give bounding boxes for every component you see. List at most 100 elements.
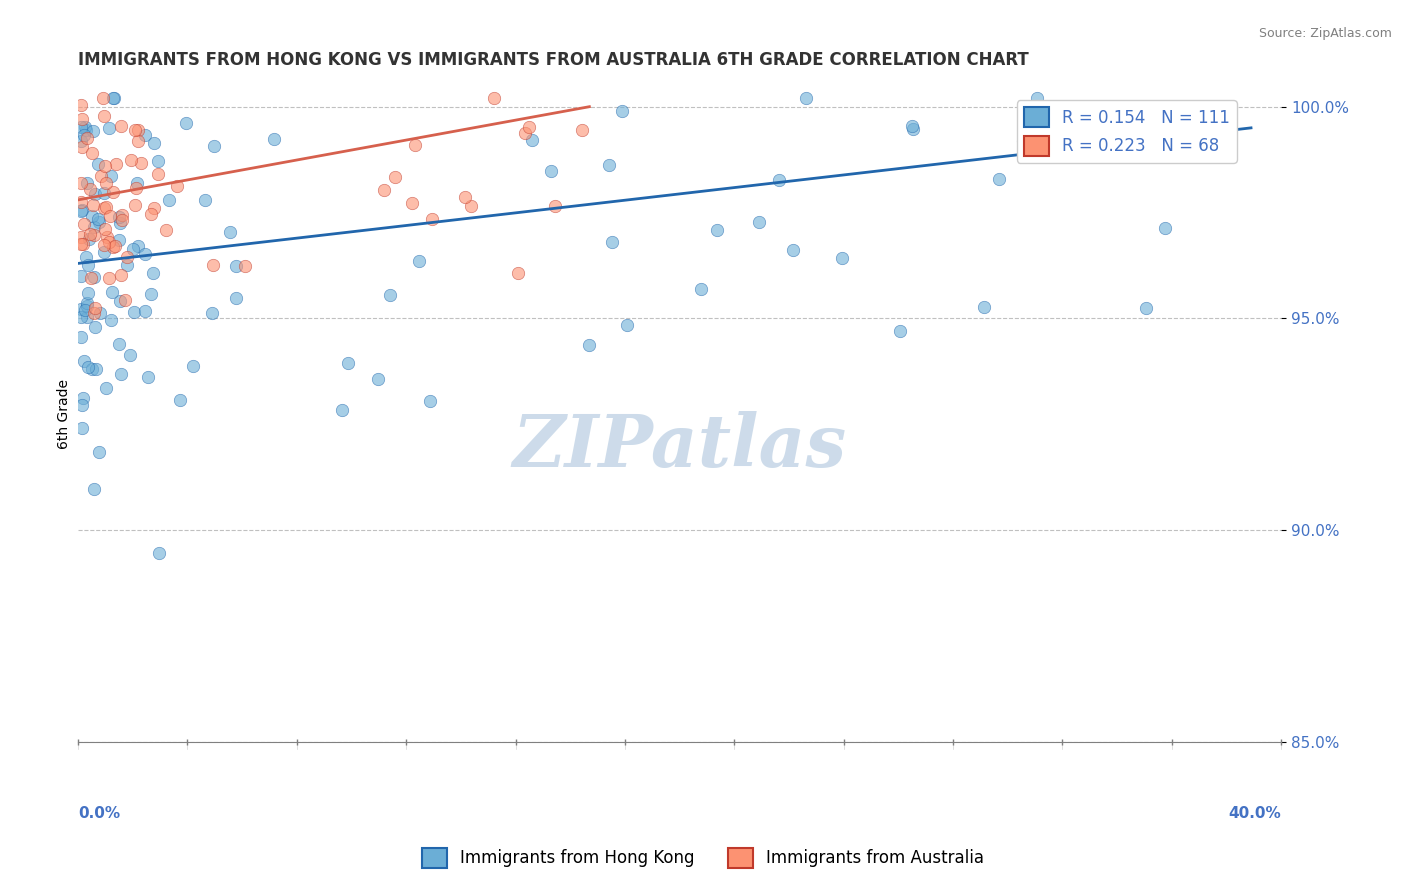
Point (148, 546, 170, 560)
Point (127, 134, 149, 148)
Point (94, 221, 117, 235)
Point (70, 98, 93, 112)
Point (93, 201, 115, 215)
Point (89, 305, 111, 319)
Point (83, 220, 105, 235)
Point (79, 182, 101, 196)
Point (94, 159, 117, 173)
Point (94, 381, 117, 395)
Point (105, 156, 128, 170)
Point (127, 238, 149, 252)
Point (70, 268, 93, 283)
Point (176, 115, 198, 129)
Point (125, 181, 148, 195)
Point (82, 198, 104, 212)
Point (103, 185, 125, 199)
Point (100, 169, 122, 184)
Point (544, 198, 567, 212)
Point (70, 194, 93, 209)
Y-axis label: 6th Grade: 6th Grade (58, 379, 72, 449)
Point (420, 211, 443, 226)
Point (83, 306, 105, 320)
Point (408, 253, 430, 268)
Point (122, 242, 145, 256)
Point (768, 172, 790, 186)
Point (202, 138, 225, 153)
Point (141, 286, 163, 301)
Point (70, 176, 93, 190)
Point (83, 186, 105, 201)
Point (134, 128, 156, 142)
Legend: Immigrants from Hong Kong, Immigrants from Australia: Immigrants from Hong Kong, Immigrants fr… (415, 841, 991, 875)
Point (115, 258, 138, 272)
Point (506, 266, 529, 280)
Point (337, 356, 360, 370)
Point (794, 91, 817, 105)
Point (98, 235, 121, 249)
Point (124, 122, 146, 136)
Point (104, 239, 127, 253)
Point (973, 300, 995, 314)
Point (517, 120, 540, 134)
Point (70, 301, 93, 316)
Point (181, 359, 204, 374)
Point (72, 236, 94, 251)
Point (75, 250, 97, 264)
Point (155, 223, 177, 237)
Point (143, 136, 166, 150)
Point (77, 285, 100, 300)
Point (76, 176, 98, 190)
Point (201, 306, 224, 320)
Point (76, 296, 98, 310)
Point (115, 250, 138, 264)
Point (690, 282, 713, 296)
Point (520, 133, 543, 147)
Point (169, 392, 191, 407)
Point (201, 258, 224, 272)
Point (578, 338, 600, 352)
Point (76, 131, 98, 145)
Point (748, 215, 770, 229)
Point (77, 232, 100, 246)
Point (332, 403, 354, 417)
Point (70, 140, 93, 154)
Point (419, 394, 441, 409)
Point (139, 207, 162, 221)
Point (82, 145, 104, 160)
Point (146, 154, 169, 169)
Point (233, 259, 256, 273)
Point (111, 208, 134, 222)
Point (90, 169, 112, 183)
Point (87, 157, 110, 171)
Point (70, 120, 93, 135)
Point (194, 193, 217, 207)
Point (225, 260, 247, 274)
Text: IMMIGRANTS FROM HONG KONG VS IMMIGRANTS FROM AUSTRALIA 6TH GRADE CORRELATION CHA: IMMIGRANTS FROM HONG KONG VS IMMIGRANTS … (79, 51, 1029, 69)
Point (146, 167, 169, 181)
Point (76, 310, 98, 325)
Point (73, 128, 96, 143)
Point (460, 199, 482, 213)
Point (72, 203, 94, 218)
Point (134, 247, 156, 261)
Point (380, 287, 402, 301)
Point (101, 240, 124, 254)
Point (134, 304, 156, 318)
Point (70, 112, 93, 126)
Point (93, 237, 115, 252)
Point (367, 372, 389, 386)
Point (73, 120, 96, 134)
Point (540, 164, 562, 178)
Point (127, 123, 149, 137)
Point (157, 193, 180, 207)
Point (93, 109, 115, 123)
Point (83, 270, 105, 285)
Point (782, 244, 804, 258)
Point (73, 303, 96, 318)
Point (616, 318, 638, 332)
Point (76, 299, 98, 313)
Point (373, 183, 395, 197)
Point (79, 227, 101, 241)
Point (100, 209, 122, 223)
Point (82, 210, 104, 224)
